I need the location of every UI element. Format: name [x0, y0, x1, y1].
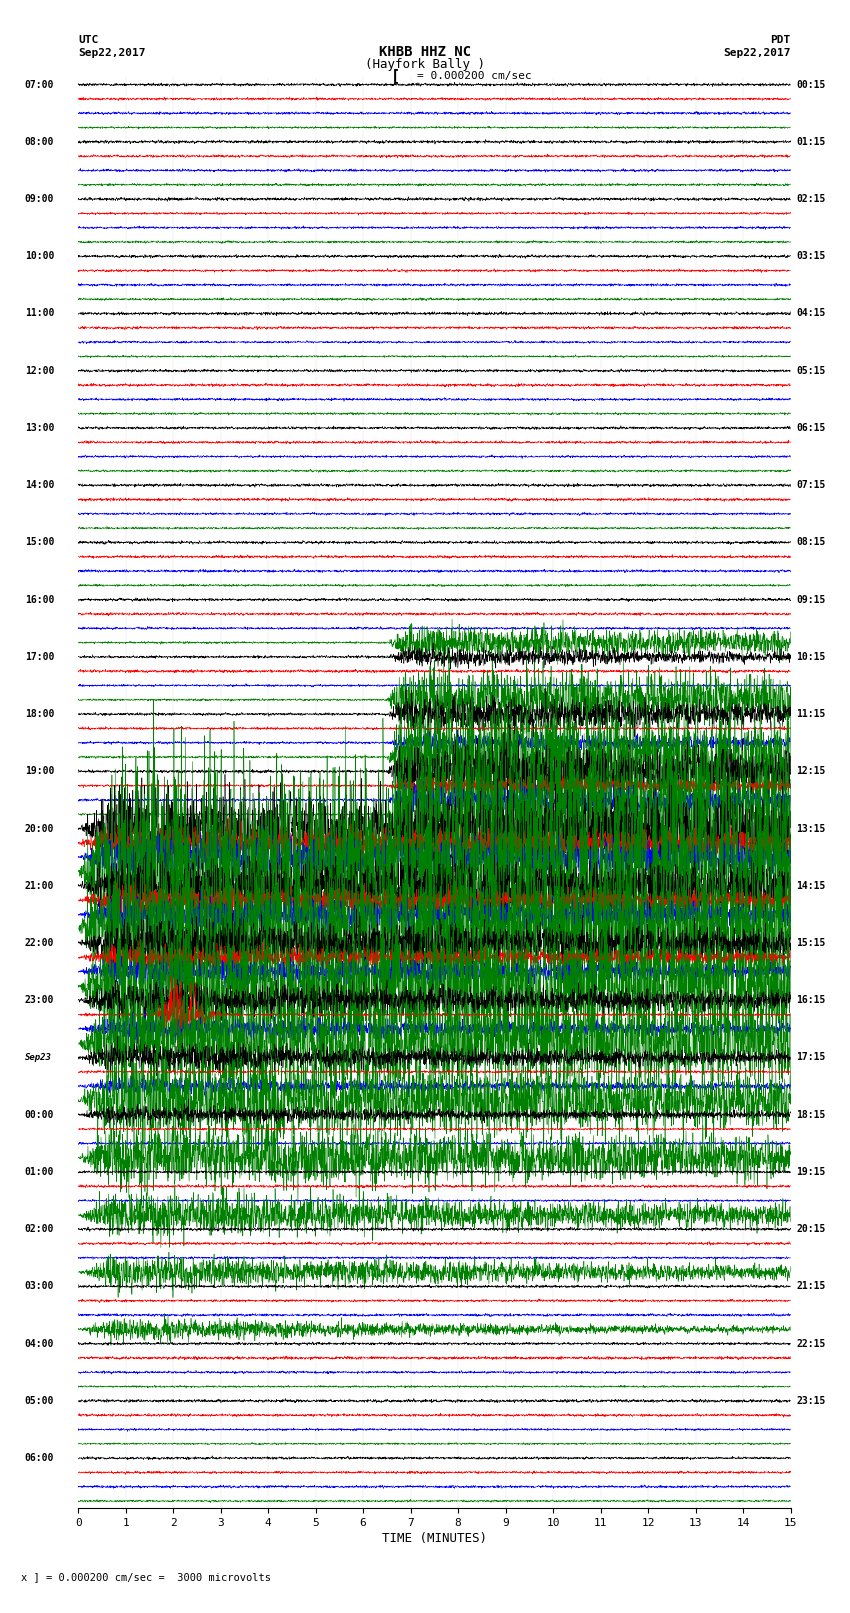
Text: 16:00: 16:00 [25, 595, 54, 605]
Text: (Hayfork Bally ): (Hayfork Bally ) [365, 58, 485, 71]
Text: 17:00: 17:00 [25, 652, 54, 661]
Text: 17:15: 17:15 [796, 1052, 825, 1063]
Text: 14:00: 14:00 [25, 481, 54, 490]
Text: 18:15: 18:15 [796, 1110, 825, 1119]
Text: 23:00: 23:00 [25, 995, 54, 1005]
Text: 09:00: 09:00 [25, 194, 54, 203]
Text: 02:15: 02:15 [796, 194, 825, 203]
Text: 13:00: 13:00 [25, 423, 54, 432]
Text: 12:00: 12:00 [25, 366, 54, 376]
Text: 20:15: 20:15 [796, 1224, 825, 1234]
Text: KHBB HHZ NC: KHBB HHZ NC [379, 45, 471, 60]
Text: 02:00: 02:00 [25, 1224, 54, 1234]
Text: 08:15: 08:15 [796, 537, 825, 547]
Text: 11:00: 11:00 [25, 308, 54, 318]
Text: = 0.000200 cm/sec: = 0.000200 cm/sec [416, 71, 531, 81]
Text: 12:15: 12:15 [796, 766, 825, 776]
Text: 06:15: 06:15 [796, 423, 825, 432]
Text: 08:00: 08:00 [25, 137, 54, 147]
Text: [: [ [391, 68, 399, 84]
Text: 04:00: 04:00 [25, 1339, 54, 1348]
Text: 06:00: 06:00 [25, 1453, 54, 1463]
Text: Sep22,2017: Sep22,2017 [723, 48, 791, 58]
Text: 21:00: 21:00 [25, 881, 54, 890]
Text: Sep22,2017: Sep22,2017 [78, 48, 145, 58]
Text: 22:15: 22:15 [796, 1339, 825, 1348]
Text: 11:15: 11:15 [796, 710, 825, 719]
Text: 09:15: 09:15 [796, 595, 825, 605]
Text: 01:15: 01:15 [796, 137, 825, 147]
Text: 10:15: 10:15 [796, 652, 825, 661]
Text: 19:15: 19:15 [796, 1166, 825, 1177]
Text: PDT: PDT [770, 35, 790, 45]
Text: 00:15: 00:15 [796, 79, 825, 90]
Text: Sep23: Sep23 [25, 1053, 52, 1061]
Text: 03:00: 03:00 [25, 1281, 54, 1292]
Text: 14:15: 14:15 [796, 881, 825, 890]
Text: 05:15: 05:15 [796, 366, 825, 376]
Text: 16:15: 16:15 [796, 995, 825, 1005]
Text: 04:15: 04:15 [796, 308, 825, 318]
Text: 21:15: 21:15 [796, 1281, 825, 1292]
Text: 10:00: 10:00 [25, 252, 54, 261]
Text: 13:15: 13:15 [796, 824, 825, 834]
X-axis label: TIME (MINUTES): TIME (MINUTES) [382, 1532, 487, 1545]
Text: 22:00: 22:00 [25, 939, 54, 948]
Text: 07:15: 07:15 [796, 481, 825, 490]
Text: 18:00: 18:00 [25, 710, 54, 719]
Text: 20:00: 20:00 [25, 824, 54, 834]
Text: 03:15: 03:15 [796, 252, 825, 261]
Text: 01:00: 01:00 [25, 1166, 54, 1177]
Text: 07:00: 07:00 [25, 79, 54, 90]
Text: 15:15: 15:15 [796, 939, 825, 948]
Text: 00:00: 00:00 [25, 1110, 54, 1119]
Text: 05:00: 05:00 [25, 1395, 54, 1407]
Text: 19:00: 19:00 [25, 766, 54, 776]
Text: 23:15: 23:15 [796, 1395, 825, 1407]
Text: 15:00: 15:00 [25, 537, 54, 547]
Text: UTC: UTC [78, 35, 99, 45]
Text: x ] = 0.000200 cm/sec =  3000 microvolts: x ] = 0.000200 cm/sec = 3000 microvolts [21, 1573, 271, 1582]
